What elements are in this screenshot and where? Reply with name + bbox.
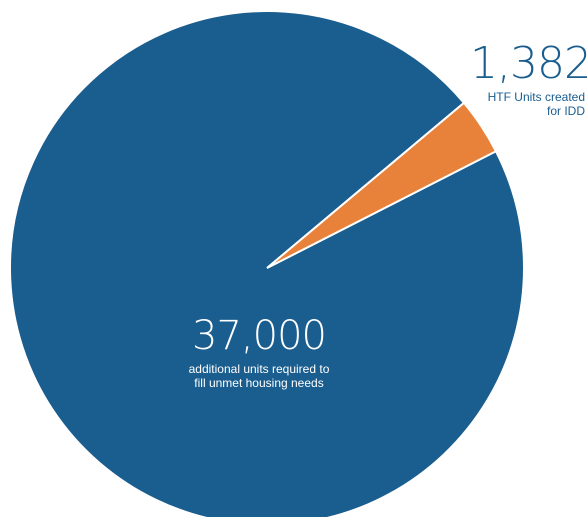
slice-text-label-main: additional units required to fill unmet …: [134, 362, 384, 390]
slice-text-label-small: HTF Units created for IDD: [460, 90, 585, 118]
slice-value-label-small: 1,382: [470, 38, 587, 89]
slice-text-line: fill unmet housing needs: [194, 376, 324, 390]
pie-slice-htf-units: [266, 101, 498, 269]
slice-text-line: for IDD: [546, 104, 585, 118]
pie-slice-unmet-housing: [9, 10, 525, 517]
slice-value-label-main: 37,000: [192, 313, 327, 359]
slice-text-line: additional units required to: [188, 362, 330, 376]
slice-text-line: HTF Units created: [487, 90, 585, 104]
